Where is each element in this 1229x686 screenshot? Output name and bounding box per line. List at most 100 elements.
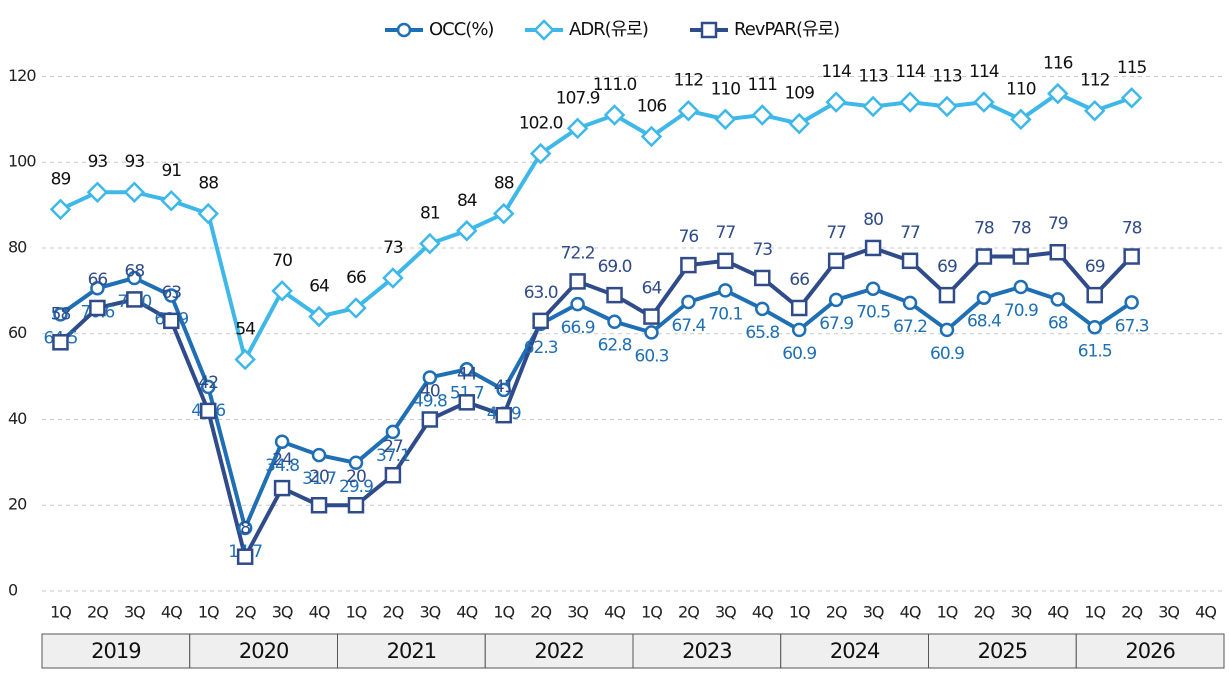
data-label: 111 <box>748 75 778 95</box>
data-label: 44 <box>457 364 477 384</box>
series-line <box>59 275 1133 535</box>
data-label: 112 <box>1080 71 1110 91</box>
year-box <box>337 633 486 669</box>
marker <box>790 299 808 317</box>
data-label: 29.9 <box>339 477 373 497</box>
data-label: 72.2 <box>561 243 595 263</box>
x-tick-label: 3Q <box>1158 603 1179 622</box>
marker <box>700 21 718 39</box>
year-box <box>1075 633 1225 669</box>
year-label: 2025 <box>978 639 1027 663</box>
data-label: 77 <box>716 223 736 243</box>
x-tick-label: 3Q <box>715 603 736 622</box>
marker <box>273 479 291 497</box>
year-box <box>928 633 1077 669</box>
data-label: 110 <box>1006 79 1036 99</box>
data-label: 20 <box>309 467 329 487</box>
year-box <box>484 633 634 669</box>
x-tick-label: 4Q <box>309 603 330 622</box>
marker <box>421 411 439 428</box>
data-label: 58 <box>51 304 71 324</box>
year-label: 2020 <box>239 639 288 663</box>
marker <box>308 305 330 328</box>
data-label: 106 <box>637 96 667 116</box>
x-tick-label: 2Q <box>826 603 847 622</box>
marker <box>755 301 770 317</box>
marker <box>976 290 992 305</box>
data-label: 91 <box>161 161 181 181</box>
marker <box>1047 82 1069 105</box>
marker <box>681 294 696 310</box>
data-label: 37.1 <box>376 446 410 466</box>
data-label: 93 <box>88 152 108 172</box>
marker <box>271 280 293 302</box>
marker <box>864 239 882 257</box>
data-label: 63 <box>161 283 181 303</box>
marker <box>603 104 626 126</box>
data-label: 93 <box>125 152 145 172</box>
marker <box>939 322 955 338</box>
marker <box>791 322 807 338</box>
data-label: 31.7 <box>302 469 336 489</box>
marker <box>828 292 844 308</box>
year-label: 2019 <box>91 639 140 663</box>
marker <box>200 379 216 395</box>
marker <box>1050 292 1066 307</box>
marker <box>274 434 290 450</box>
data-label: 69.0 <box>598 257 632 277</box>
marker <box>385 424 401 440</box>
marker <box>310 496 328 514</box>
marker <box>53 307 68 322</box>
data-label: 78 <box>974 219 994 239</box>
marker <box>751 104 774 126</box>
marker <box>126 291 143 308</box>
x-tick-label: 1Q <box>1084 603 1105 622</box>
data-label: 67.4 <box>671 316 705 336</box>
marker <box>419 232 441 255</box>
data-label: 60.9 <box>930 344 964 364</box>
data-label: 78 <box>1122 219 1142 239</box>
data-label: 68 <box>1048 313 1068 333</box>
marker <box>899 91 921 113</box>
data-label: 102.0 <box>519 114 563 134</box>
data-label: 60.3 <box>635 346 669 366</box>
data-label: 73 <box>752 240 772 260</box>
marker <box>569 273 586 290</box>
marker <box>164 288 179 303</box>
marker <box>718 283 733 298</box>
marker <box>49 198 72 221</box>
marker <box>123 181 146 203</box>
marker <box>825 91 847 113</box>
data-label: 66 <box>88 270 108 290</box>
marker <box>496 382 511 398</box>
marker <box>495 406 512 424</box>
data-label: 65.8 <box>745 323 779 343</box>
year-label: 2024 <box>830 639 880 663</box>
data-label: 113 <box>858 66 888 86</box>
x-tick-label: 4Q <box>604 603 625 622</box>
marker <box>936 95 958 118</box>
data-label: 62.8 <box>598 336 632 356</box>
x-tick-label: 1Q <box>789 603 810 622</box>
legend-label: ADR(유로) <box>569 19 648 40</box>
data-label: 70.1 <box>708 304 742 324</box>
marker <box>1013 279 1029 295</box>
x-tick-label: 1Q <box>198 603 219 622</box>
data-label: 8 <box>240 519 250 539</box>
marker <box>311 447 327 463</box>
data-label: 69 <box>1085 257 1105 277</box>
marker <box>197 202 219 225</box>
data-label: 34.8 <box>265 456 299 476</box>
x-tick-label: 4Q <box>752 603 773 622</box>
marker <box>160 190 183 212</box>
marker <box>1049 243 1067 261</box>
data-label: 67.9 <box>819 314 853 334</box>
marker <box>384 466 402 484</box>
marker <box>90 281 105 296</box>
marker <box>459 362 475 377</box>
marker <box>236 548 254 565</box>
x-tick-label: 3Q <box>1010 603 1031 622</box>
data-label: 70.5 <box>856 303 890 323</box>
marker <box>788 112 810 135</box>
